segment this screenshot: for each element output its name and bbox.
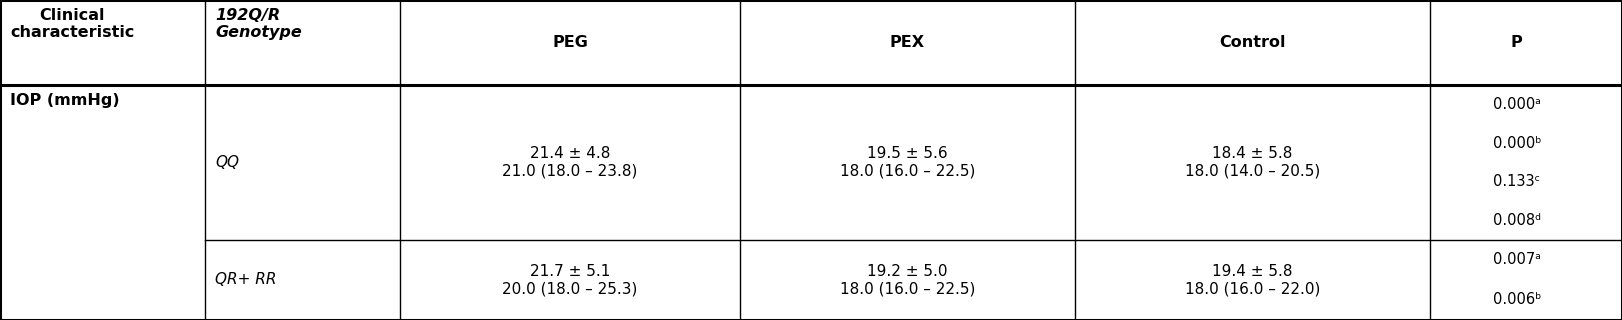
- Text: QR+ RR: QR+ RR: [216, 273, 276, 287]
- Text: Control: Control: [1220, 35, 1286, 50]
- Text: 0.000ᵇ: 0.000ᵇ: [1492, 136, 1541, 151]
- Text: 192Q/R
Genotype: 192Q/R Genotype: [216, 8, 302, 40]
- Text: P: P: [1510, 35, 1521, 50]
- Text: 0.007ᵃ: 0.007ᵃ: [1494, 252, 1541, 268]
- Text: 19.4 ± 5.8
18.0 (16.0 – 22.0): 19.4 ± 5.8 18.0 (16.0 – 22.0): [1184, 264, 1320, 296]
- Text: 18.4 ± 5.8
18.0 (14.0 – 20.5): 18.4 ± 5.8 18.0 (14.0 – 20.5): [1186, 146, 1320, 179]
- Text: PEG: PEG: [551, 35, 587, 50]
- Text: IOP (mmHg): IOP (mmHg): [10, 93, 120, 108]
- Text: 0.133ᶜ: 0.133ᶜ: [1494, 174, 1541, 189]
- Text: 19.5 ± 5.6
18.0 (16.0 – 22.5): 19.5 ± 5.6 18.0 (16.0 – 22.5): [840, 146, 975, 179]
- Text: PEX: PEX: [890, 35, 925, 50]
- Text: Clinical
characteristic: Clinical characteristic: [10, 8, 135, 40]
- Text: 0.008ᵈ: 0.008ᵈ: [1492, 213, 1541, 228]
- Text: 19.2 ± 5.0
18.0 (16.0 – 22.5): 19.2 ± 5.0 18.0 (16.0 – 22.5): [840, 264, 975, 296]
- Text: 0.006ᵇ: 0.006ᵇ: [1492, 292, 1541, 308]
- Text: 0.000ᵃ: 0.000ᵃ: [1494, 97, 1541, 112]
- Text: 21.7 ± 5.1
20.0 (18.0 – 25.3): 21.7 ± 5.1 20.0 (18.0 – 25.3): [503, 264, 637, 296]
- Text: 21.4 ± 4.8
21.0 (18.0 – 23.8): 21.4 ± 4.8 21.0 (18.0 – 23.8): [503, 146, 637, 179]
- Text: QQ: QQ: [216, 155, 238, 170]
